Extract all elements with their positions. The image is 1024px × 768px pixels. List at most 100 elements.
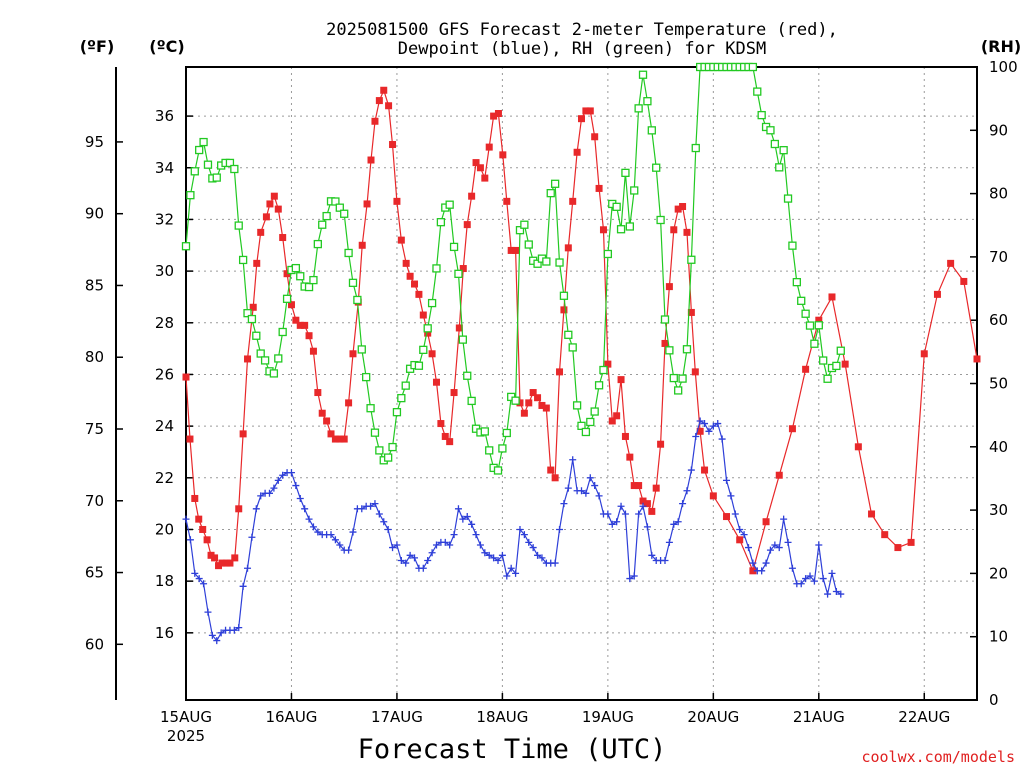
rh-point: [362, 372, 371, 382]
rh-point: [274, 354, 283, 363]
dewpoint-point: [274, 476, 282, 484]
rh-point: [397, 393, 406, 403]
dewpoint-point: [727, 492, 735, 500]
celsius-tick-label: 22: [155, 469, 174, 487]
rh-point: [586, 417, 595, 427]
temperature-point: [411, 280, 419, 288]
x-tick-label: 19AUG: [582, 708, 634, 726]
temperature-point: [186, 435, 194, 443]
rh-point: [533, 259, 542, 268]
rh-point: [296, 272, 305, 281]
dewpoint-point: [213, 637, 221, 645]
rh-point: [656, 215, 665, 225]
dewpoint-point: [331, 536, 339, 544]
rh-point: [810, 339, 819, 348]
fahrenheit-tick-label: 95: [85, 133, 104, 151]
x-tick-label: 15AUG: [160, 708, 212, 726]
dewpoint-point: [643, 523, 651, 531]
temperature-point: [309, 347, 317, 355]
temperature-point: [630, 482, 638, 490]
rh-point: [357, 345, 366, 354]
rh-point: [269, 369, 279, 378]
dewpoint-point: [723, 476, 731, 484]
rh-point: [260, 356, 270, 365]
dewpoint-point: [191, 569, 199, 577]
temperature-point: [345, 399, 353, 407]
rh-point: [234, 221, 243, 230]
temperature-point: [499, 151, 507, 159]
temperature-point: [331, 435, 339, 443]
temperature-point: [788, 425, 796, 433]
temperature-point: [270, 192, 278, 200]
temperature-point: [257, 228, 265, 236]
temperature-point: [262, 213, 270, 221]
temperature-point: [516, 399, 524, 407]
temperature-point: [626, 453, 634, 461]
rh-point: [309, 275, 318, 285]
fahrenheit-tick-label: 65: [85, 564, 104, 582]
dewpoint-point: [578, 487, 585, 495]
rh-point: [546, 188, 555, 198]
temperature-point: [736, 536, 744, 544]
series: [181, 62, 981, 645]
temperature-point: [635, 482, 643, 490]
temperature-point: [512, 246, 520, 254]
grid: [186, 67, 977, 700]
celsius-tick-label: 26: [155, 365, 174, 383]
dewpoint-point: [424, 556, 432, 564]
fahrenheit-tick-label: 70: [85, 492, 104, 510]
temperature-point: [604, 360, 612, 368]
dewpoint-point: [692, 432, 700, 440]
celsius-tick-label: 16: [155, 624, 174, 642]
x-tick-label: 16AUG: [265, 708, 317, 726]
temperature-point: [701, 466, 709, 474]
rh-point: [190, 167, 199, 176]
dewpoint-point: [604, 510, 612, 518]
temperature-point: [973, 355, 981, 363]
dewpoint-point: [358, 505, 366, 513]
temperature-point: [802, 365, 810, 373]
dewpoint-point: [287, 469, 295, 477]
temperature-point: [323, 417, 331, 425]
temperature-point: [749, 567, 757, 575]
temperature-point: [868, 510, 876, 518]
dewpoint-point: [670, 520, 678, 528]
temperature-series: [182, 86, 981, 575]
temperature-point: [621, 432, 629, 440]
x-tick-label: 18AUG: [476, 708, 528, 726]
temperature-point: [520, 409, 528, 417]
dewpoint-point: [705, 427, 713, 435]
dewpoint-point: [534, 551, 542, 559]
celsius-unit-label: (ºC): [149, 37, 184, 56]
fahrenheit-tick-label: 85: [85, 276, 104, 294]
rh-point: [603, 249, 613, 259]
rh-point: [590, 407, 599, 416]
rh-point: [766, 126, 775, 135]
temperature-point: [235, 505, 243, 513]
dewpoint-point: [740, 531, 748, 539]
dewpoint-point: [661, 556, 669, 564]
temperature-point: [529, 389, 537, 397]
rh-point: [322, 211, 331, 221]
temperature-point: [494, 110, 502, 118]
dewpoint-point: [824, 590, 832, 598]
temperature-point: [960, 277, 968, 285]
temperature-point: [854, 443, 862, 451]
temperature-point: [380, 86, 388, 94]
dewpoint-point: [806, 572, 814, 580]
rh-point: [581, 427, 591, 437]
rh-point: [682, 345, 692, 354]
dewpoint-point: [718, 435, 726, 443]
temperature-point: [301, 321, 309, 329]
dewpoint-point: [472, 531, 480, 539]
rh-point: [353, 295, 362, 305]
temperature-point: [551, 474, 559, 482]
rh-point: [212, 173, 221, 182]
temperature-point: [542, 404, 550, 412]
dewpoint-point: [758, 567, 766, 575]
rh-point: [467, 396, 476, 406]
rh-point: [524, 240, 533, 249]
rh-point: [186, 191, 195, 200]
rh-tick-label: 20: [989, 564, 1008, 582]
rh-point: [427, 298, 437, 308]
